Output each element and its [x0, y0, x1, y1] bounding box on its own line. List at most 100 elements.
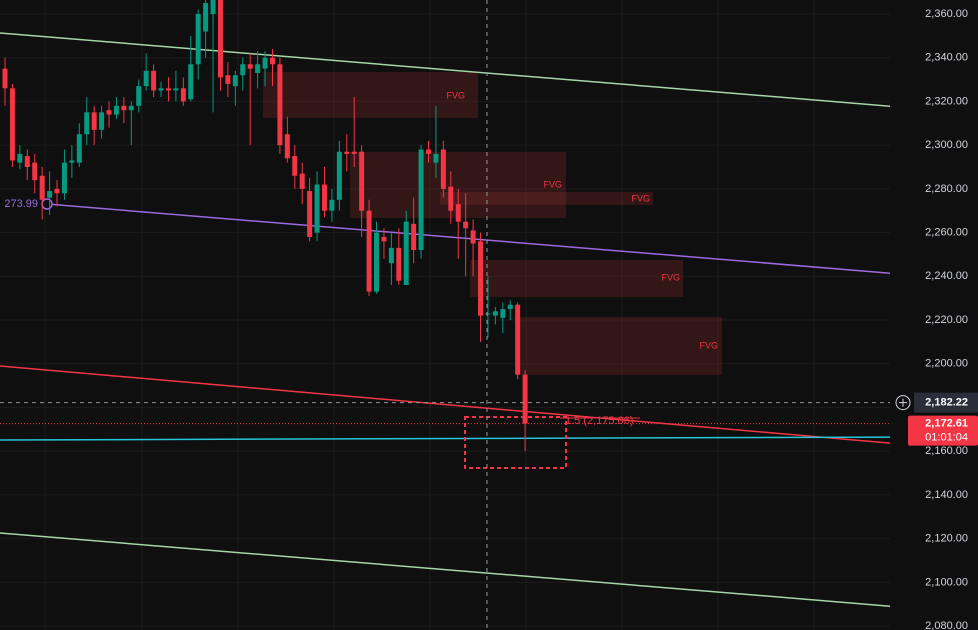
y-tick-label: 2,200.00	[925, 358, 968, 370]
candle-body	[106, 110, 112, 115]
fvg-label: FVG	[631, 193, 650, 203]
fvg-label: FVG	[543, 179, 562, 189]
candle-body	[99, 112, 105, 130]
candle-body	[32, 162, 38, 181]
candle-body	[188, 64, 194, 100]
candle-body	[448, 186, 454, 211]
anchor-point	[41, 198, 53, 210]
candle-body	[463, 221, 469, 229]
candle-body	[113, 105, 119, 115]
last-price-label: 2,172.61	[925, 418, 968, 430]
time-grid	[44, 0, 815, 630]
candle-body	[225, 75, 231, 84]
y-tick-label: 2,100.00	[925, 576, 968, 588]
candle-body	[136, 86, 142, 106]
trend-line	[0, 532, 913, 609]
candle-body	[396, 247, 402, 281]
y-tick-label: 2,120.00	[925, 533, 968, 545]
axis-background	[890, 0, 978, 630]
candle-body	[203, 3, 209, 32]
candle-body	[247, 64, 253, 69]
candle-body	[76, 134, 82, 163]
fvg-zone	[470, 260, 683, 297]
candle-body	[500, 309, 506, 318]
candle-body	[255, 64, 261, 74]
candle-body	[314, 184, 320, 233]
candle-body	[39, 175, 45, 200]
y-tick-label: 2,360.00	[925, 8, 968, 20]
candle-body	[151, 70, 157, 91]
candle-body	[262, 57, 268, 69]
y-tick-label: 2,300.00	[925, 139, 968, 151]
candle-body	[84, 112, 90, 135]
candle-body	[522, 374, 528, 424]
candle-body	[359, 151, 365, 211]
fvg-label: FVG	[661, 272, 680, 282]
candle-body	[284, 134, 290, 159]
candle-body	[418, 149, 424, 251]
fvg-zone	[263, 72, 478, 118]
y-tick-label: 2,140.00	[925, 489, 968, 501]
price-axis: 2,080.00 2,100.00 2,120.00 2,140.00 2,160.00…	[890, 0, 978, 630]
candle-body	[344, 151, 350, 154]
fvg-zone	[517, 317, 722, 375]
trend-line	[0, 365, 913, 446]
candle-body	[351, 151, 357, 154]
crosshair-label: 2,182.22	[925, 397, 968, 409]
candle-body	[336, 151, 342, 200]
plus-icon	[899, 398, 907, 407]
candle-body	[217, 0, 223, 78]
candle-body	[54, 188, 60, 194]
fvg-label: FVG	[446, 90, 465, 100]
y-tick-label: 2,080.00	[925, 620, 968, 630]
candle-body	[470, 230, 476, 244]
y-tick-label: 2,320.00	[925, 95, 968, 107]
trend-lines: 273.99 1.5 (2,175.06)	[0, 32, 913, 609]
candle-body	[269, 57, 275, 65]
candle-body	[292, 156, 298, 176]
candle-body	[17, 153, 23, 163]
candle-body	[47, 191, 53, 198]
candle-body	[455, 204, 461, 222]
highlight-box	[464, 416, 567, 469]
candle-body	[411, 223, 417, 251]
candle-body	[158, 88, 164, 91]
candle-body	[91, 112, 97, 130]
trend-line	[0, 436, 913, 441]
candle-body	[403, 221, 409, 286]
y-tick-label: 2,260.00	[925, 226, 968, 238]
trend-line	[46, 203, 913, 276]
candle-body	[61, 162, 67, 194]
crosshair-label-bg	[914, 392, 978, 413]
candle-body	[180, 88, 186, 102]
candle-body	[492, 311, 498, 316]
candle-body	[478, 241, 484, 316]
candle-body	[121, 105, 127, 111]
candle-body	[232, 75, 238, 87]
candle-body	[195, 13, 201, 65]
candles	[2, 0, 528, 452]
candle-body	[388, 247, 394, 264]
y-tick-label: 2,280.00	[925, 183, 968, 195]
candle-body	[173, 88, 179, 91]
candle-body	[2, 68, 8, 89]
candle-body	[366, 210, 372, 292]
candle-body	[307, 191, 313, 237]
fvg-label: FVG	[699, 340, 718, 350]
candle-body	[277, 64, 283, 146]
candle-body	[515, 304, 521, 375]
candle-body	[321, 184, 327, 211]
candle-body	[165, 88, 171, 91]
trend-line	[0, 32, 913, 109]
candle-body	[329, 199, 335, 211]
candle-body	[240, 64, 246, 76]
fib-label: 1.5 (2,175.06)	[565, 415, 634, 427]
candle-body	[143, 70, 149, 87]
candle-body	[9, 88, 15, 161]
candle-body	[433, 153, 439, 163]
y-tick-label: 2,340.00	[925, 52, 968, 64]
price-grid	[0, 13, 890, 627]
fvg-zone	[440, 192, 653, 205]
